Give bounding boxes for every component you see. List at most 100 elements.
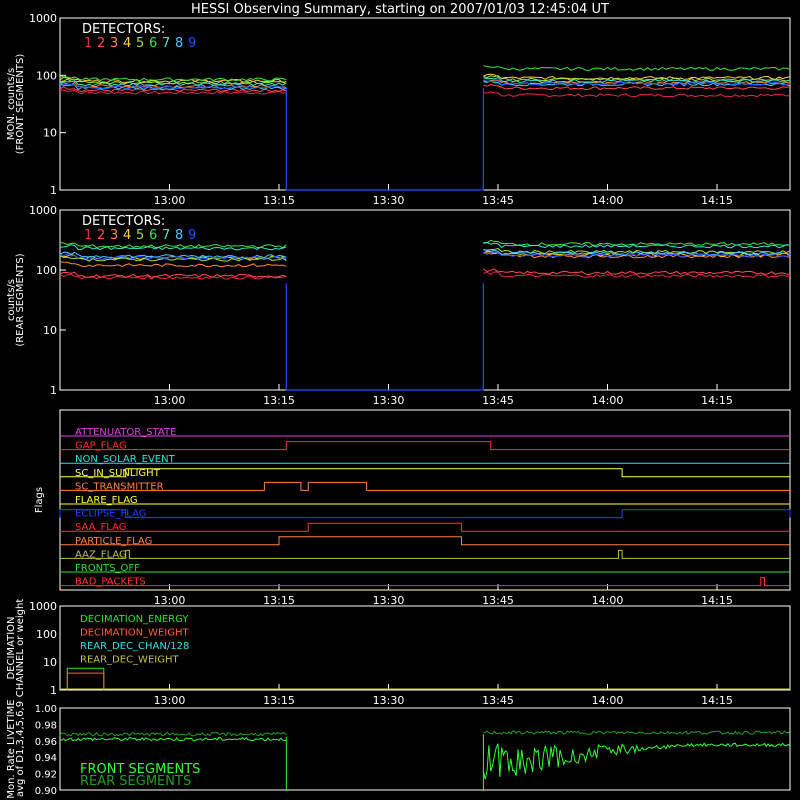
plot-panels: 1000 100 10 1 MON. counts/s(FRONT SEGMENTS) 1… xyxy=(6,12,791,799)
front-xtick-label: 13:00 xyxy=(154,194,186,207)
decimation-ytick-label: 100 xyxy=(36,628,57,641)
front-legend-number: 1 xyxy=(84,36,92,51)
flags-xtick-label: 13:45 xyxy=(482,594,514,607)
flag-label: ECLIPSE_FLAG xyxy=(75,509,146,520)
livetime-ytick-label: 0.90 xyxy=(35,786,57,797)
flag-label: SC_IN_SUNLIGHT xyxy=(75,468,161,479)
flag-line xyxy=(60,577,790,587)
front-series-1 xyxy=(59,89,287,95)
flag-label: AAZ_FLAG xyxy=(75,549,127,560)
front-legend-number: 2 xyxy=(97,36,105,51)
rear-data-gap-line xyxy=(285,283,484,391)
rear-series-1 xyxy=(483,271,791,278)
front-legend-number: 8 xyxy=(175,36,183,51)
front-ytick-label: 1000 xyxy=(29,12,57,25)
livetime-ytick-label: 0.96 xyxy=(35,737,57,748)
flag-label: SC_TRANSMITTER xyxy=(75,481,164,492)
decimation-legend: DECIMATION_WEIGHT xyxy=(80,628,189,639)
livetime-ylabel: Mon. Rate LIVETIME xyxy=(6,699,17,798)
front-legend-title: DETECTORS: xyxy=(82,22,165,37)
flag-line xyxy=(60,536,790,546)
rear-series-7 xyxy=(483,241,791,249)
rear-ytick-label: 1000 xyxy=(29,204,57,217)
rear-series-7 xyxy=(59,244,287,251)
rear-xtick-label: 14:15 xyxy=(701,394,733,407)
livetime-frame xyxy=(59,707,791,791)
livetime-series xyxy=(59,731,287,737)
front-legend-number: 9 xyxy=(188,36,196,51)
front-series-7 xyxy=(483,76,791,83)
livetime-ytick-label: 0.94 xyxy=(35,753,57,764)
decimation-frame xyxy=(59,605,791,691)
front-legend-number: 7 xyxy=(162,36,170,51)
front-series-4 xyxy=(483,73,791,80)
rear-ylabel: counts/s xyxy=(6,279,17,321)
livetime-gap-line xyxy=(285,734,484,790)
flag-line xyxy=(60,549,790,559)
decimation-xtick-label: 13:45 xyxy=(482,694,514,707)
decimation-ylabel: DECIMATION xyxy=(6,616,17,679)
rear-ytick-label: 100 xyxy=(36,264,57,277)
front-ylabel: MON. counts/s xyxy=(6,68,17,140)
front-legend-number: 3 xyxy=(110,36,118,51)
flags-xtick-label: 13:30 xyxy=(373,594,405,607)
rear-xtick-label: 14:00 xyxy=(592,394,624,407)
decimation-ylabel: CHANNEL or weight xyxy=(15,599,26,698)
rear-legend-number: 1 xyxy=(84,228,92,243)
rear-legend-number: 6 xyxy=(149,228,157,243)
rear-series-2 xyxy=(59,271,287,278)
front-xtick-label: 14:00 xyxy=(592,194,624,207)
front-legend-number: 6 xyxy=(149,36,157,51)
decimation-ytick-label: 1 xyxy=(50,684,57,697)
flags-ylabel: Flags xyxy=(34,487,45,513)
flag-line xyxy=(59,509,791,519)
decimation-xtick-label: 13:15 xyxy=(263,694,295,707)
decimation-legend: REAR_DEC_CHAN/128 xyxy=(80,641,189,652)
front-ylabel: (FRONT SEGMENTS) xyxy=(15,54,26,155)
front-series-9 xyxy=(483,79,791,86)
rear-legend-number: 2 xyxy=(97,228,105,243)
rear-legend-title: DETECTORS: xyxy=(82,214,165,229)
livetime-series xyxy=(483,730,791,735)
rear-legend-number: 3 xyxy=(110,228,118,243)
flags-xtick-label: 13:00 xyxy=(154,594,186,607)
front-series-6 xyxy=(483,65,791,71)
livetime-ytick-label: 0.92 xyxy=(35,770,57,781)
front-series-8 xyxy=(59,83,287,91)
front-series-6 xyxy=(59,75,287,82)
flags-xtick-label: 13:15 xyxy=(263,594,295,607)
rear-series-5 xyxy=(483,248,791,255)
rear-series-3 xyxy=(483,252,791,259)
livetime-series xyxy=(482,742,791,780)
rear-series-9 xyxy=(483,251,791,258)
front-ytick-label: 10 xyxy=(43,127,57,140)
flag-line xyxy=(60,441,790,451)
flag-label: NON_SOLAR_EVENT xyxy=(75,454,176,465)
livetime-ylabel: avg of D1,3,4,5,6,9 xyxy=(15,701,26,797)
flag-label: PARTICLE_FLAG xyxy=(75,536,152,547)
front-xtick-label: 13:15 xyxy=(263,194,295,207)
rear-legend-number: 9 xyxy=(188,228,196,243)
decimation-legend: DECIMATION_ENERGY xyxy=(80,614,189,625)
chart-title: HESSI Observing Summary, starting on 200… xyxy=(191,2,609,17)
rear-xtick-label: 13:45 xyxy=(482,394,514,407)
rear-series-5 xyxy=(59,255,287,262)
rear-xtick-label: 13:15 xyxy=(263,394,295,407)
front-xtick-label: 14:15 xyxy=(701,194,733,207)
flag-label: FLARE_FLAG xyxy=(75,495,138,506)
rear-series-2 xyxy=(483,268,791,275)
rear-ytick-label: 10 xyxy=(43,324,57,337)
rear-legend-number: 5 xyxy=(136,228,144,243)
front-series-2 xyxy=(483,83,791,91)
livetime-ytick-label: 1.00 xyxy=(35,704,57,715)
decimation-xtick-label: 13:30 xyxy=(373,694,405,707)
flag-label: SAA_FLAG xyxy=(75,522,126,533)
front-series-7 xyxy=(59,80,287,87)
rear-series-1 xyxy=(59,273,287,280)
decimation-ytick-label: 1000 xyxy=(29,600,57,613)
rear-series-6 xyxy=(59,242,287,249)
front-legend-number: 4 xyxy=(123,36,131,51)
livetime-legend: REAR SEGMENTS xyxy=(80,774,191,789)
